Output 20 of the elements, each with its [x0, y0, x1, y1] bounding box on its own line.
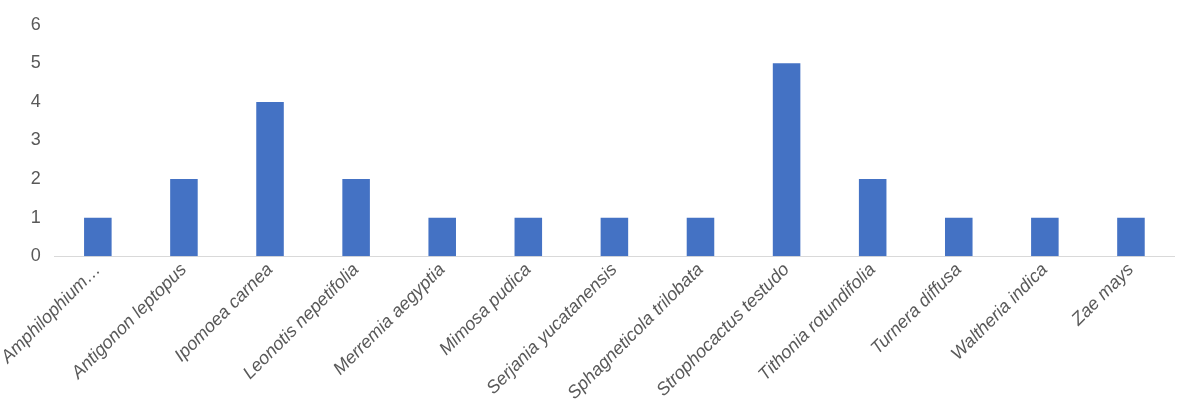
bar	[944, 217, 973, 257]
y-tick-label: 2	[30, 168, 41, 189]
y-tick-label: 1	[30, 206, 41, 227]
bar	[514, 217, 543, 257]
y-tick-label: 6	[30, 13, 41, 34]
y-tick-label: 3	[30, 129, 41, 150]
bar	[170, 179, 198, 257]
bar	[342, 179, 370, 257]
y-tick-label: 5	[30, 52, 41, 73]
y-tick-label: 0	[30, 245, 41, 266]
bar	[1117, 217, 1145, 257]
bar	[686, 217, 715, 257]
y-tick-label: 4	[30, 90, 41, 111]
bar	[428, 217, 456, 257]
bar	[1031, 217, 1059, 257]
bar	[600, 217, 629, 257]
bar	[256, 101, 284, 257]
bar	[858, 179, 887, 257]
bar	[84, 217, 112, 257]
bar	[772, 63, 801, 257]
